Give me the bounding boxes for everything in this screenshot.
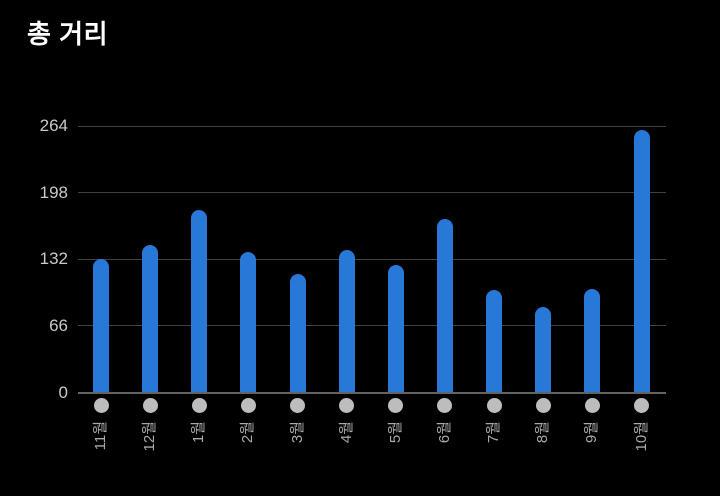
grid-line — [78, 125, 666, 127]
grid-line — [78, 325, 666, 327]
axis-dot — [584, 398, 600, 413]
axis-dot — [388, 398, 404, 413]
axis-dot — [634, 398, 650, 413]
axis-dot — [535, 398, 551, 413]
x-axis-label: 7월 — [485, 421, 503, 444]
x-axis-label: 11월 — [92, 421, 109, 451]
axis-dot — [191, 398, 207, 413]
y-axis-label: 264 — [39, 116, 68, 135]
bar-2월[interactable] — [240, 252, 257, 393]
x-axis-label: 9월 — [583, 421, 601, 444]
bar-1월[interactable] — [191, 209, 208, 393]
y-axis-label: 66 — [49, 315, 68, 335]
axis-dot — [437, 398, 453, 413]
axis-dot — [339, 398, 355, 413]
x-axis-label: 1월 — [190, 421, 208, 444]
x-axis-line — [78, 391, 666, 394]
y-axis-label: 198 — [39, 182, 68, 202]
bar-11월[interactable] — [93, 259, 109, 393]
x-axis-label: 2월 — [239, 421, 257, 444]
grid-line — [78, 192, 666, 194]
y-axis-label: 132 — [39, 249, 68, 269]
x-axis-label: 4월 — [337, 421, 355, 444]
bar-8월[interactable] — [535, 306, 552, 393]
x-axis-label: 6월 — [435, 421, 453, 444]
x-axis-label: 10월 — [632, 421, 650, 452]
axis-dot — [290, 398, 306, 413]
chart-title: 총 거리 — [27, 19, 108, 49]
x-axis-label: 12월 — [141, 421, 159, 452]
y-axis-label: 0 — [58, 382, 68, 402]
x-axis-label: 8월 — [534, 421, 552, 444]
axis-dot — [142, 398, 158, 413]
bar-7월[interactable] — [486, 289, 503, 393]
bar-5월[interactable] — [387, 265, 404, 393]
bar-3월[interactable] — [289, 274, 306, 393]
bar-10월[interactable] — [633, 130, 650, 393]
bar-12월[interactable] — [142, 245, 159, 393]
axis-dot — [240, 398, 256, 413]
axis-dot — [93, 398, 109, 413]
x-axis-label: 3월 — [288, 421, 306, 444]
bar-4월[interactable] — [338, 250, 355, 393]
x-axis-label: 5월 — [386, 421, 404, 444]
bar-9월[interactable] — [584, 288, 601, 393]
axis-dot — [486, 398, 502, 413]
bar-6월[interactable] — [436, 218, 453, 393]
grid-line — [78, 258, 666, 260]
